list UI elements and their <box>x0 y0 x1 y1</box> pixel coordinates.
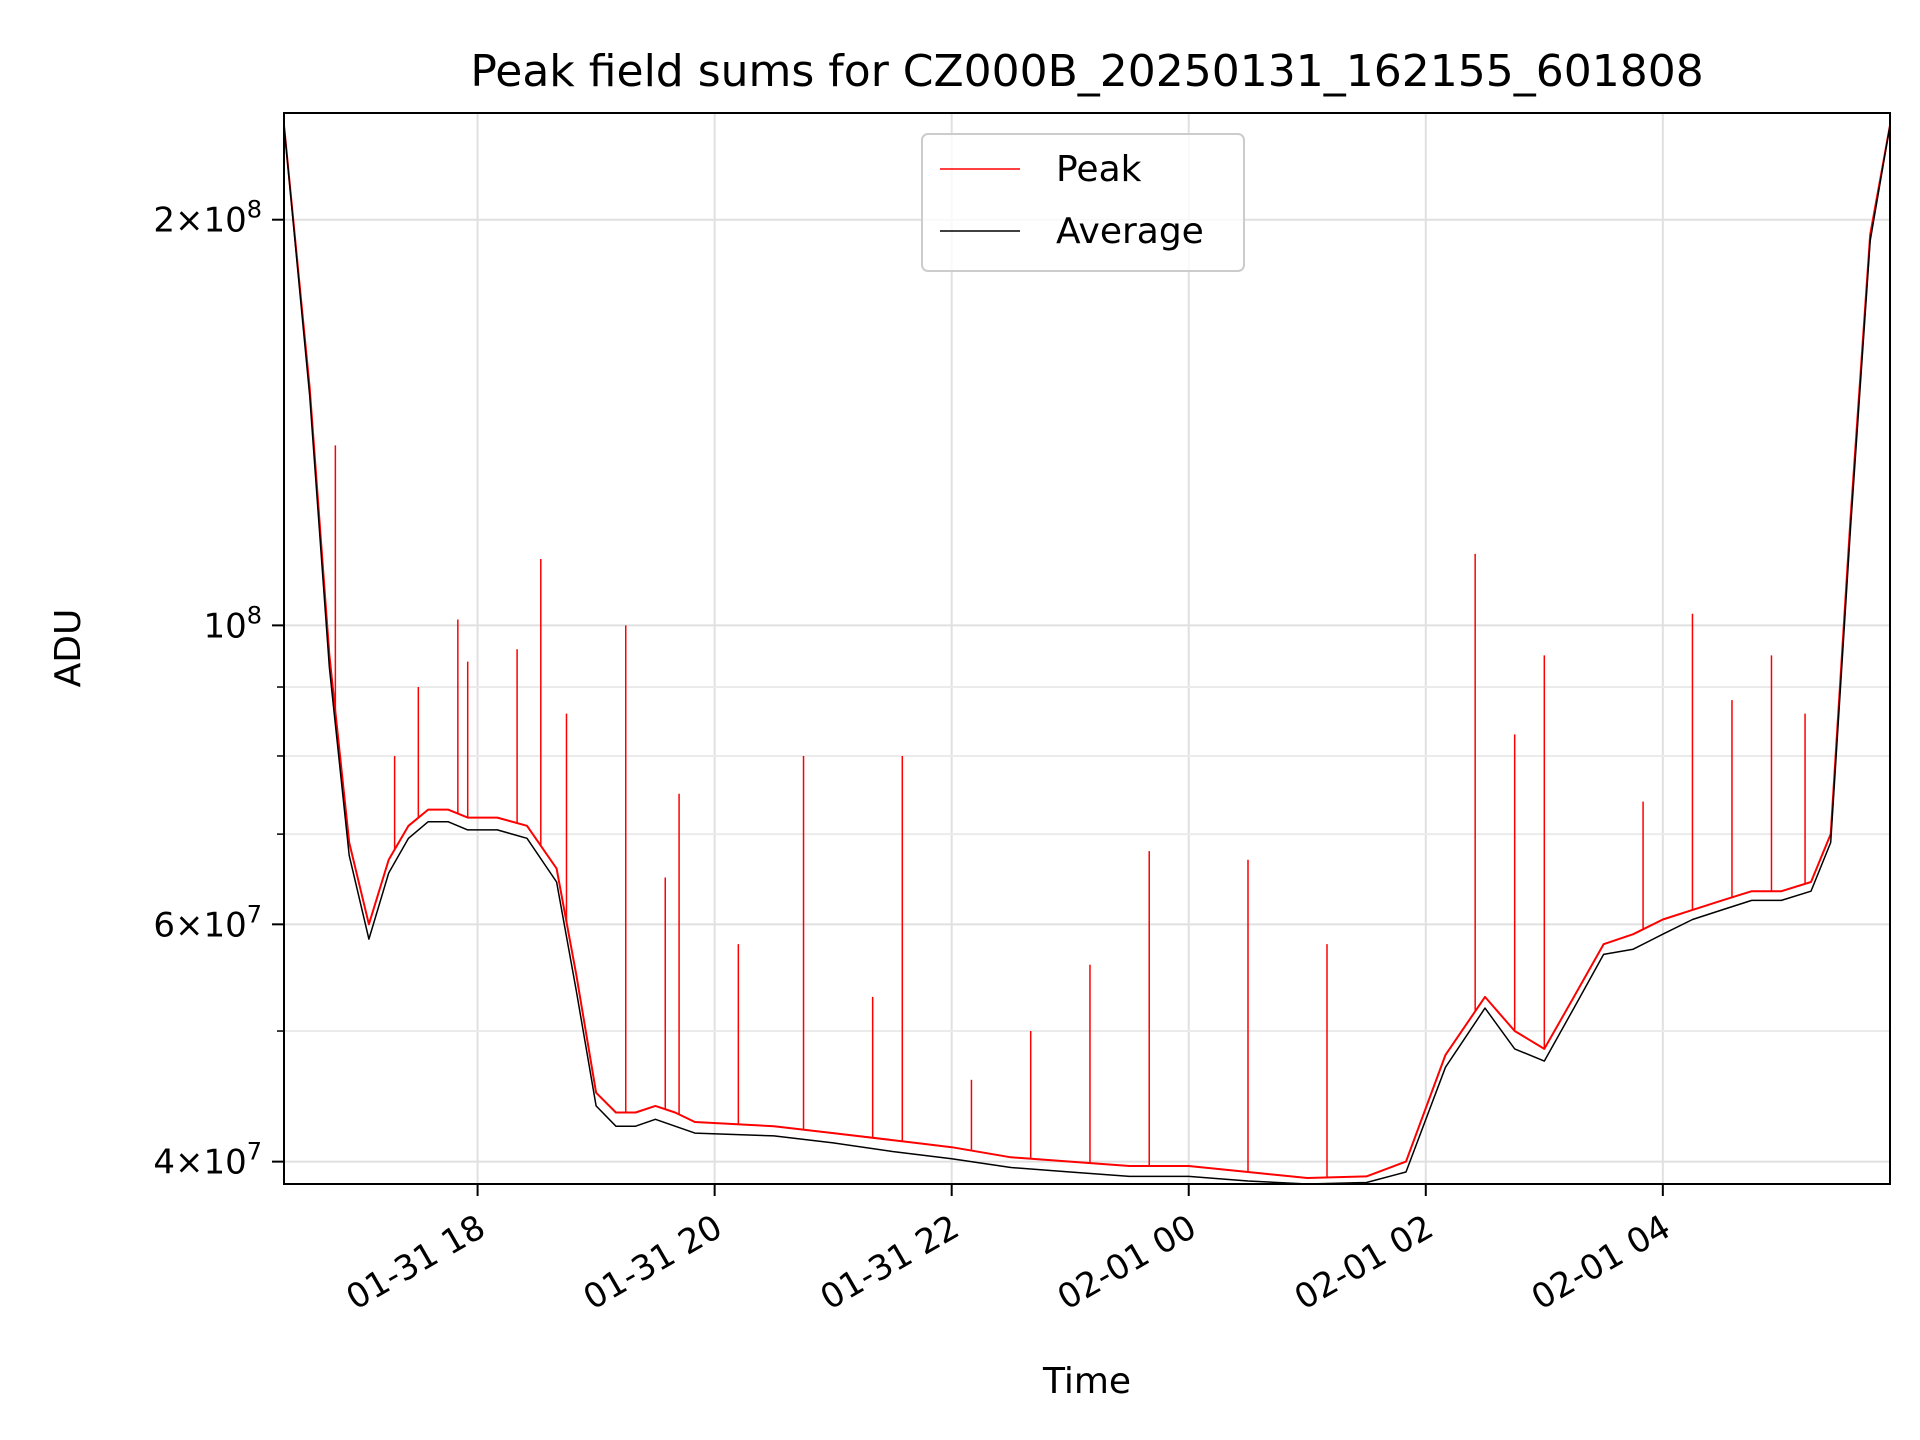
x-axis-label: Time <box>1042 1361 1131 1402</box>
legend: Peak Average <box>921 133 1245 272</box>
chart-title: Peak field sums for CZ000B_20250131_1621… <box>470 46 1703 97</box>
y-tick-label: 6×107 <box>153 900 262 945</box>
series-line-peak <box>283 125 1891 1179</box>
series-layer <box>283 125 1891 1185</box>
y-tick-label: 4×107 <box>153 1138 262 1183</box>
y-tick-label: 108 <box>203 601 262 646</box>
legend-label-average: Average <box>1056 211 1204 252</box>
series-line-average <box>283 125 1891 1185</box>
legend-label-peak: Peak <box>1056 149 1142 190</box>
y-axis-label: ADU <box>48 609 89 688</box>
plot-frame <box>283 112 1891 1185</box>
y-tick-label: 2×108 <box>153 196 262 241</box>
